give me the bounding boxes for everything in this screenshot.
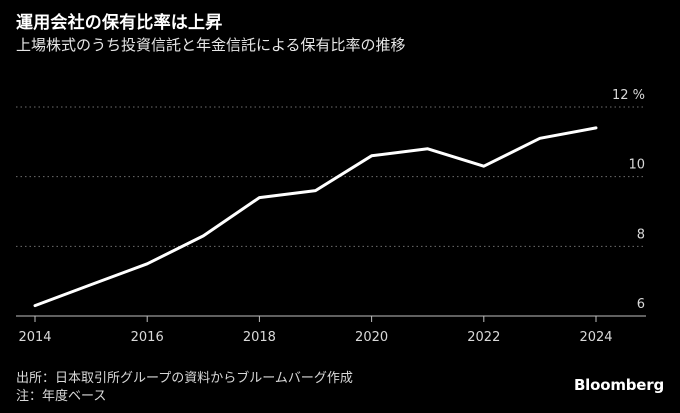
y-tick-label-10: 10 [628,158,645,173]
chart-subtitle: 上場株式のうち投資信託と年金信託による保有比率の推移 [16,36,406,54]
series-line [33,126,598,308]
x-tick-label-2016: 2016 [131,330,164,345]
x-tick-label-2014: 2014 [18,330,51,345]
gridlines [16,106,646,247]
x-tick-label-2022: 2022 [467,330,500,345]
x-tick-label-2018: 2018 [243,330,276,345]
y-axis-ticks: 6 8 10 12 % [612,88,645,312]
y-tick-label-12: 12 % [612,88,645,103]
source-note: 出所：日本取引所グループの資料からブルームバーグ作成 [16,371,353,386]
y-tick-label-6: 6 [637,297,645,312]
x-tick-label-2024: 2024 [579,330,612,345]
bloomberg-logo: Bloomberg [573,376,664,394]
chart-title: 運用会社の保有比率は上昇 [16,13,223,33]
x-tick-label-2020: 2020 [355,330,388,345]
x-axis-ticks: 2014 2016 2018 2020 2022 2024 [18,316,613,345]
y-tick-label-8: 8 [637,227,645,242]
basis-note: 注：年度ベース [16,389,107,404]
